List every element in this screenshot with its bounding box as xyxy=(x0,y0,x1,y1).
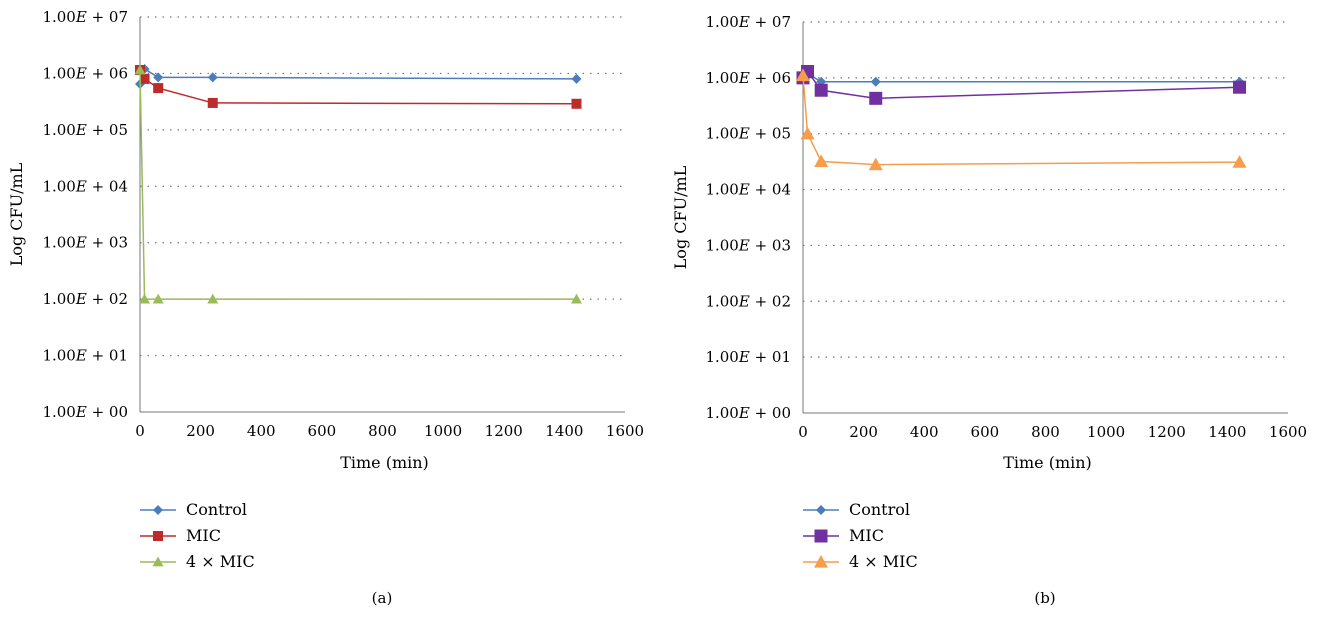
legend-marker xyxy=(814,555,828,568)
legend-label: Control xyxy=(849,500,910,519)
data-point-triangle xyxy=(139,293,151,304)
y-tick-label: 1.00E + 01 xyxy=(42,347,128,365)
y-tick-label: 1.00E + 07 xyxy=(705,13,791,31)
legend-label: Control xyxy=(186,500,247,519)
x-tick-label: 200 xyxy=(849,423,878,441)
legend-label: 4 × MIC xyxy=(849,552,918,571)
y-tick-label: 1.00E + 03 xyxy=(42,234,128,252)
y-tick-label: 1.00E + 06 xyxy=(705,69,791,87)
data-point-square xyxy=(153,83,164,94)
y-tick-label: 1.00E + 01 xyxy=(705,348,791,366)
data-point-square xyxy=(571,98,582,109)
x-tick-label: 1400 xyxy=(1208,423,1246,441)
legend-marker xyxy=(153,505,163,515)
series-line-triangle xyxy=(139,69,577,300)
x-tick-label: 800 xyxy=(368,422,397,440)
data-point-triangle xyxy=(800,126,815,140)
x-tick-label: 600 xyxy=(308,422,337,440)
y-tick-label: 1.00E + 05 xyxy=(705,125,791,143)
chart-panel-b: 1.00E + 00 1.00E + 01 1.00E + 02 1.00E + 03… xyxy=(671,13,1307,607)
data-point-triangle xyxy=(571,293,582,304)
series-line-square xyxy=(139,69,577,105)
x-tick-label: 1200 xyxy=(1148,423,1186,441)
y-tick-label: 1.00E + 00 xyxy=(705,404,791,422)
data-point-triangle xyxy=(207,293,219,304)
data-point-triangle xyxy=(152,293,164,304)
y-tick-label: 1.00E + 06 xyxy=(42,64,128,82)
data-point-triangle xyxy=(814,154,829,167)
x-tick-label: 800 xyxy=(1031,423,1060,441)
y-tick-label: 1.00E + 02 xyxy=(705,292,791,310)
data-point-triangle xyxy=(868,157,883,171)
legend-marker xyxy=(814,529,828,543)
x-tick-label: 1600 xyxy=(606,422,644,440)
x-tick-label: 1600 xyxy=(1269,423,1307,441)
data-point-diamond xyxy=(870,76,881,87)
y-axis-label: Log CFU/mL xyxy=(7,162,26,266)
legend-marker xyxy=(152,556,164,567)
legend-label: MIC xyxy=(849,526,884,545)
x-tick-label: 0 xyxy=(135,422,145,440)
data-point-square xyxy=(1233,80,1246,94)
panel-caption: (a) xyxy=(372,589,393,607)
y-tick-label: 1.00E + 00 xyxy=(42,403,128,421)
y-tick-label: 1.00E + 03 xyxy=(705,236,791,254)
data-point-square xyxy=(139,73,150,84)
x-tick-label: 400 xyxy=(910,423,939,441)
data-point-triangle xyxy=(134,64,146,75)
x-axis-label: Time (min) xyxy=(340,453,429,472)
legend-label: 4 × MIC xyxy=(186,552,255,571)
x-axis-label: Time (min) xyxy=(1003,453,1092,472)
data-point-triangle xyxy=(796,68,810,82)
y-tick-label: 1.00E + 04 xyxy=(42,177,128,195)
data-point-diamond xyxy=(153,72,164,83)
x-tick-label: 400 xyxy=(247,422,276,440)
data-point-diamond xyxy=(571,73,582,84)
y-axis-label: Log CFU/mL xyxy=(671,165,690,269)
panel-caption: (b) xyxy=(1034,589,1055,607)
series-line-diamond xyxy=(139,67,577,85)
x-tick-label: 1200 xyxy=(485,422,523,440)
y-tick-label: 1.00E + 07 xyxy=(42,8,128,26)
y-tick-label: 1.00E + 05 xyxy=(42,121,128,139)
data-point-square xyxy=(869,91,883,105)
legend-label: MIC xyxy=(186,526,221,545)
series-line-square xyxy=(802,70,1240,100)
x-tick-label: 1000 xyxy=(1087,423,1125,441)
x-tick-label: 200 xyxy=(186,422,215,440)
y-tick-label: 1.00E + 02 xyxy=(42,290,128,308)
chart-panel-a: 1.00E + 00 1.00E + 01 1.00E + 02 1.00E + 03… xyxy=(7,8,644,607)
data-point-square xyxy=(207,97,218,108)
y-tick-label: 1.00E + 04 xyxy=(705,181,791,199)
x-tick-label: 1400 xyxy=(545,422,583,440)
x-tick-label: 0 xyxy=(798,423,808,441)
legend-marker xyxy=(816,505,826,515)
x-tick-label: 600 xyxy=(971,423,1000,441)
data-point-square xyxy=(814,83,828,97)
legend-marker xyxy=(153,531,163,541)
x-tick-label: 1000 xyxy=(424,422,462,440)
data-point-diamond xyxy=(207,72,218,83)
data-point-triangle xyxy=(1232,155,1247,168)
